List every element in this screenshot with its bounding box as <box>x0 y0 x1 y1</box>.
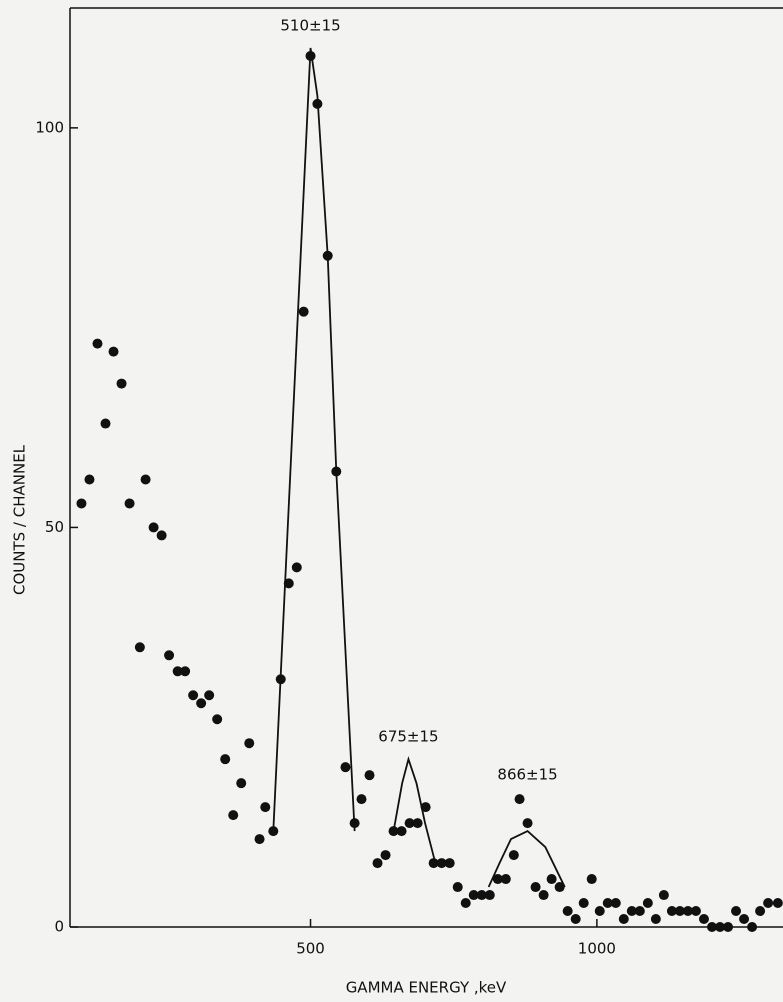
data-point <box>666 906 677 917</box>
data-point <box>380 850 391 861</box>
data-point <box>755 906 766 917</box>
peak-annotation: 866±15 <box>497 766 557 784</box>
data-point <box>731 906 742 917</box>
data-point <box>546 874 557 885</box>
data-point <box>476 890 487 901</box>
data-point <box>188 690 199 701</box>
data-point <box>428 858 439 869</box>
data-point <box>602 898 613 909</box>
data-point <box>522 818 533 829</box>
x-tick-label: 1000 <box>578 940 616 958</box>
data-point <box>204 690 215 701</box>
data-point <box>484 890 495 901</box>
data-point <box>594 906 605 917</box>
data-point <box>404 818 415 829</box>
data-point <box>340 762 351 773</box>
data-point <box>134 642 145 653</box>
data-point <box>156 530 167 541</box>
data-point <box>723 922 734 932</box>
data-point <box>492 874 503 885</box>
fit-line <box>487 830 566 888</box>
data-point <box>444 858 455 869</box>
data-point <box>372 858 383 869</box>
data-point <box>626 906 637 917</box>
data-point <box>747 922 758 932</box>
peak-annotation: 510±15 <box>280 16 340 34</box>
data-point <box>196 698 207 709</box>
data-point <box>658 890 669 901</box>
data-point <box>610 898 621 909</box>
data-point <box>578 898 589 909</box>
y-tick-label: 0 <box>54 918 64 936</box>
data-point <box>140 474 151 485</box>
data-point <box>236 778 247 789</box>
data-point <box>364 770 375 781</box>
data-point <box>514 794 525 805</box>
data-point <box>452 882 463 893</box>
data-point <box>682 906 693 917</box>
data-point <box>100 418 111 429</box>
data-point <box>739 914 750 925</box>
data-point <box>412 818 423 829</box>
data-point <box>618 914 629 925</box>
data-point <box>674 906 685 917</box>
data-point <box>436 858 447 869</box>
data-point <box>562 906 573 917</box>
data-point <box>642 898 653 909</box>
data-point <box>116 378 127 389</box>
data-point <box>460 898 471 909</box>
y-axis-label: COUNTS / CHANNEL <box>11 444 29 595</box>
data-point <box>538 890 549 901</box>
data-point <box>84 474 95 485</box>
data-point <box>690 906 701 917</box>
data-point <box>420 802 431 813</box>
data-point <box>291 562 302 573</box>
data-point <box>508 850 519 861</box>
data-point <box>706 922 717 932</box>
data-point <box>772 898 783 909</box>
data-point <box>468 890 479 901</box>
data-point <box>530 882 541 893</box>
data-point <box>108 346 119 357</box>
data-point <box>260 802 271 813</box>
data-point <box>172 666 183 677</box>
data-point <box>554 882 565 893</box>
data-point <box>76 498 87 509</box>
data-point <box>586 874 597 885</box>
x-axis-label: GAMMA ENERGY ,keV <box>346 979 507 997</box>
data-point <box>244 738 255 749</box>
peak-annotation: 675±15 <box>378 728 438 746</box>
data-point <box>570 914 581 925</box>
data-point <box>92 338 103 349</box>
data-point <box>698 914 709 925</box>
data-point <box>148 522 159 533</box>
data-point <box>500 874 511 885</box>
data-point <box>254 834 265 845</box>
data-point <box>356 794 367 805</box>
data-point <box>124 498 135 509</box>
x-tick-label: 500 <box>296 940 325 958</box>
data-point <box>396 826 407 837</box>
fit-line <box>392 756 437 864</box>
data-point <box>228 810 239 821</box>
data-point <box>164 650 175 661</box>
data-point <box>220 754 231 765</box>
y-tick-label: 100 <box>35 118 64 136</box>
data-point <box>298 306 309 317</box>
data-point <box>650 914 661 925</box>
data-point <box>715 922 726 932</box>
fit-line <box>272 47 356 832</box>
data-point <box>634 906 645 917</box>
y-tick-label: 50 <box>45 518 64 536</box>
data-point <box>180 666 191 677</box>
data-point <box>283 578 294 589</box>
data-point <box>763 898 774 909</box>
data-point <box>212 714 223 725</box>
